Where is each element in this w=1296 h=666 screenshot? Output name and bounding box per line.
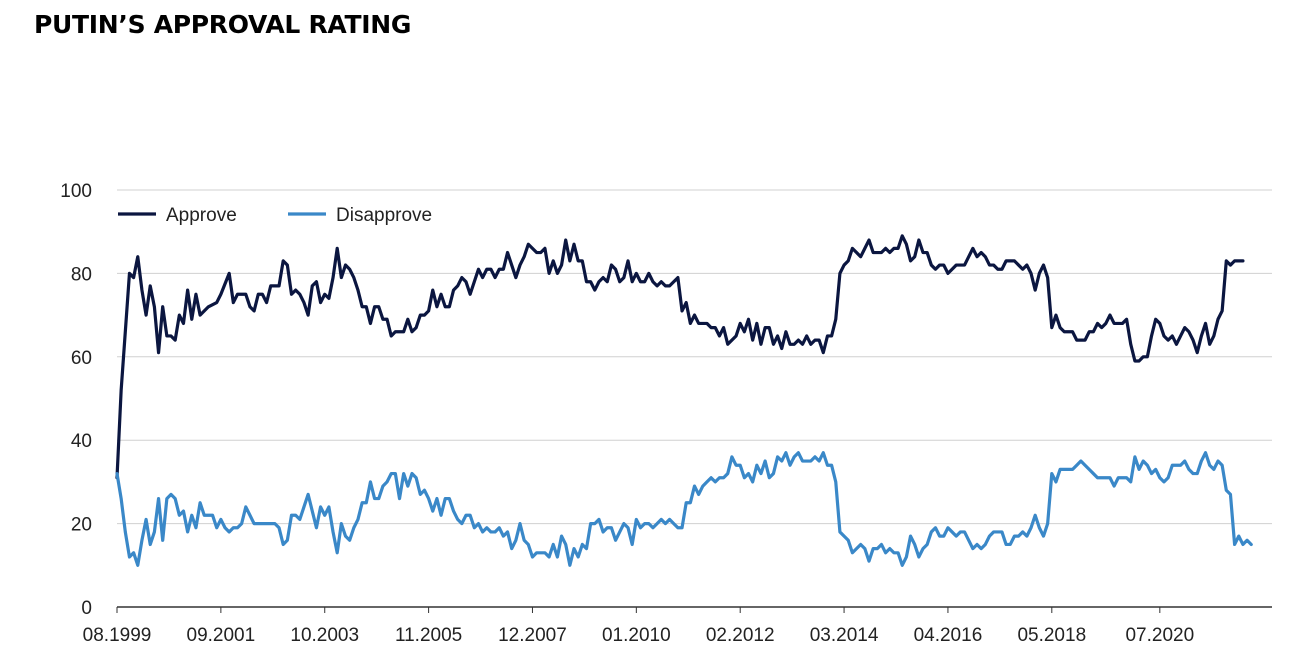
x-tick-label: 04.2016 <box>914 625 983 646</box>
y-tick-label: 0 <box>81 598 92 619</box>
series-line-approve <box>115 234 1245 480</box>
y-tick-label: 100 <box>60 181 92 202</box>
x-tick-label: 12.2007 <box>498 625 567 646</box>
y-tick-label: 40 <box>71 431 92 452</box>
x-tick-label: 01.2010 <box>602 625 671 646</box>
x-tick-label: 05.2018 <box>1017 625 1086 646</box>
grid-lines <box>117 189 1272 608</box>
x-tick-label: 07.2020 <box>1125 625 1194 646</box>
y-tick-label: 20 <box>71 515 92 536</box>
y-axis-ticks: 0 20 40 60 80 100 <box>60 181 92 619</box>
x-tick-label: 03.2014 <box>810 625 879 646</box>
chart-title: PUTIN’S APPROVAL RATING <box>34 10 412 39</box>
x-tick-label: 08.1999 <box>83 625 152 646</box>
legend-label-approve: Approve <box>166 205 237 226</box>
y-tick-label: 60 <box>71 348 92 369</box>
x-tick-label: 10.2003 <box>290 625 359 646</box>
series-lines <box>115 234 1253 567</box>
x-axis-ticks: 08.1999 09.2001 10.2003 11.2005 12.2007 01.20… <box>83 607 1194 646</box>
legend: Approve Disapprove <box>118 205 432 226</box>
x-tick-label: 09.2001 <box>187 625 256 646</box>
x-tick-label: 11.2005 <box>395 625 462 646</box>
y-tick-label: 80 <box>71 264 92 285</box>
legend-label-disapprove: Disapprove <box>336 205 432 226</box>
x-tick-label: 02.2012 <box>706 625 775 646</box>
series-line-disapprove <box>115 451 1253 567</box>
